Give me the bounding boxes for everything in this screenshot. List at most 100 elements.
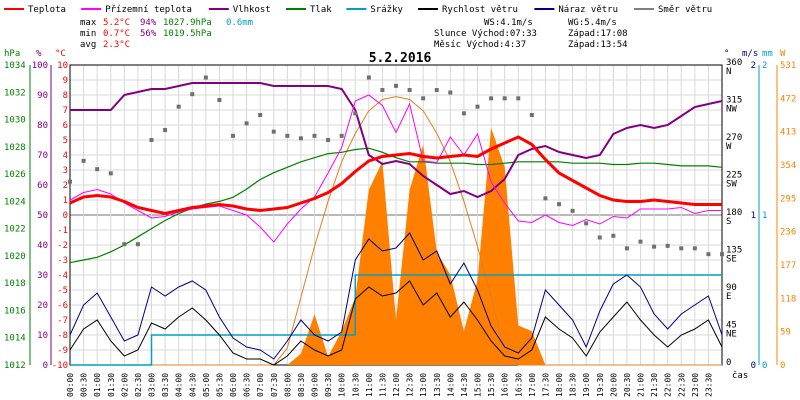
y-tick-pct: 30 xyxy=(37,271,48,281)
y-tick-temp: -2 xyxy=(57,241,68,251)
wind-direction-point xyxy=(190,92,195,97)
wind-direction-point xyxy=(312,133,317,138)
y-tick-mm: 0 xyxy=(762,361,767,371)
legend-label: Srážky xyxy=(370,5,403,15)
y-tick-pct: 20 xyxy=(37,301,48,311)
y-tick-dir-name: E xyxy=(726,292,731,302)
y-tick-ms: 0 xyxy=(751,361,756,371)
wind-direction-point xyxy=(638,239,643,244)
wind-direction-point xyxy=(231,133,235,138)
x-tick-label: 12:00 xyxy=(392,373,401,397)
x-tick-label: 18:30 xyxy=(569,373,578,397)
stats-min-press: 1019.5hPa xyxy=(163,29,212,39)
series-pressure xyxy=(69,147,723,264)
wind-gust-info: WG:5.4m/s xyxy=(568,18,617,28)
x-tick-label: 00:00 xyxy=(66,373,75,397)
wind-direction-point xyxy=(353,111,358,116)
x-tick-label: 07:30 xyxy=(270,373,279,397)
wind-direction-point xyxy=(298,136,303,141)
sun-rise-info: Slunce Východ:07:33 xyxy=(434,29,537,39)
x-tick-label: 03:30 xyxy=(161,373,170,397)
y-tick-ms: 2 xyxy=(751,61,756,71)
moon-set-info: Západ:13:54 xyxy=(568,40,628,50)
y-tick-pct: 0 xyxy=(43,361,48,371)
chart-axes: 1034103210301028102610241022102010181016… xyxy=(4,58,796,397)
wind-direction-point xyxy=(122,242,127,247)
wind-direction-point xyxy=(543,196,548,201)
x-tick-label: 15:00 xyxy=(474,373,483,397)
x-tick-label: 04:30 xyxy=(188,373,197,397)
y-tick-temp: 8 xyxy=(63,91,68,101)
x-tick-label: 19:00 xyxy=(582,373,591,397)
x-tick-label: 23:30 xyxy=(704,373,713,397)
stats-max-rain: 0.6mm xyxy=(226,18,253,28)
unit-mm: mm xyxy=(762,49,773,59)
y-tick-temp: 6 xyxy=(63,121,68,131)
wind-direction-point xyxy=(516,96,521,101)
x-tick-label: 01:30 xyxy=(107,373,116,397)
astro-info: WS:4.1m/s WG:5.4m/s Slunce Východ:07:33 … xyxy=(434,18,628,50)
unit-deg: ° xyxy=(724,49,729,59)
legend-label: Přízemní teplota xyxy=(105,5,192,15)
x-tick-label: 16:30 xyxy=(514,373,523,397)
y-tick-dir-name: S xyxy=(726,217,731,227)
wind-speed-info: WS:4.1m/s xyxy=(484,18,533,28)
chart-title: 5.2.2016 xyxy=(369,51,432,66)
wind-direction-point xyxy=(461,111,466,116)
wind-direction-point xyxy=(149,138,154,142)
y-tick-temp: 3 xyxy=(63,166,68,176)
y-tick-temp: -10 xyxy=(52,361,68,371)
y-tick-dir-name: NE xyxy=(726,330,737,340)
wind-direction-point xyxy=(81,158,86,163)
wind-direction-point xyxy=(570,208,575,213)
y-tick-w: 0 xyxy=(780,361,785,371)
x-tick-label: 05:00 xyxy=(202,373,211,397)
x-tick-label: 17:30 xyxy=(541,373,550,397)
wind-direction-point xyxy=(652,244,657,249)
y-tick-pct: 100 xyxy=(32,61,48,71)
y-tick-w: 177 xyxy=(780,261,796,271)
y-tick-temp: 1 xyxy=(63,196,68,206)
unit-ms: m/s xyxy=(742,49,758,59)
wind-direction-point xyxy=(326,138,331,142)
y-tick-temp: 0 xyxy=(63,211,68,221)
moon-rise-info: Měsíc Východ:4:37 xyxy=(434,40,526,50)
wind-direction-point xyxy=(624,246,629,251)
y-tick-pct: 60 xyxy=(37,181,48,191)
y-tick-w: 118 xyxy=(780,294,796,304)
x-tick-label: 21:30 xyxy=(650,373,659,397)
wind-direction-point xyxy=(135,242,140,247)
x-tick-label: 20:30 xyxy=(623,373,632,397)
wind-direction-point xyxy=(597,235,602,240)
wind-direction-point xyxy=(244,121,249,126)
y-tick-temp: -5 xyxy=(57,286,68,296)
x-tick-label: 08:30 xyxy=(297,373,306,397)
stats-block: max 5.2°C 94% 1027.9hPa 0.6mm min 0.7°C … xyxy=(80,18,253,50)
x-tick-label: 02:00 xyxy=(120,373,129,397)
wind-direction-point xyxy=(692,246,697,251)
y-tick-temp: -8 xyxy=(57,331,68,341)
series-precipitation xyxy=(70,274,722,366)
x-tick-label: 16:00 xyxy=(501,373,510,397)
x-axis-label: čas xyxy=(732,370,748,381)
y-tick-temp: -6 xyxy=(57,301,68,311)
y-tick-temp: 2 xyxy=(63,181,68,191)
wind-direction-point xyxy=(584,221,589,226)
y-tick-dir-name: NW xyxy=(726,105,737,115)
y-tick-w: 59 xyxy=(780,328,791,338)
wind-direction-point xyxy=(557,202,561,207)
y-tick-temp: -3 xyxy=(57,256,68,266)
sun-set-info: Západ:17:08 xyxy=(568,29,628,39)
stats-min-label: min xyxy=(80,29,96,39)
wind-direction-point xyxy=(163,128,168,132)
x-tick-label: 17:00 xyxy=(528,373,537,397)
legend-label: Teplota xyxy=(28,5,66,15)
series-theoretical-sun xyxy=(70,96,722,366)
y-tick-pct: 10 xyxy=(37,331,48,341)
x-tick-label: 00:30 xyxy=(80,373,89,397)
wind-direction-point xyxy=(176,104,181,109)
y-tick-hpa: 1012 xyxy=(4,361,26,371)
x-tick-label: 10:30 xyxy=(351,373,360,397)
y-tick-hpa: 1030 xyxy=(4,116,26,126)
